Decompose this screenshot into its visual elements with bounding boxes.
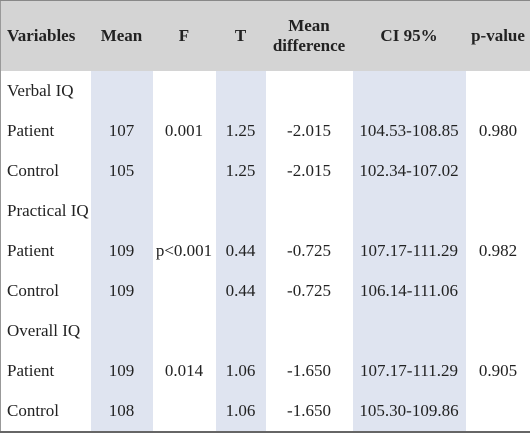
cell: -1.650 bbox=[287, 361, 331, 380]
empty-cell bbox=[266, 191, 353, 231]
empty-cell bbox=[466, 311, 530, 351]
empty-cell bbox=[466, 71, 530, 111]
cell: 1.25 bbox=[225, 161, 256, 180]
cell: -2.015 bbox=[287, 161, 331, 180]
column-header: p-value bbox=[465, 0, 530, 71]
table-body: Verbal IQ Patient 107 0.001 1.25 -2.015 104.53… bbox=[1, 71, 530, 432]
cell: 0.44 bbox=[225, 241, 256, 260]
data-row: Control 108 1.06 -1.650 105.30-109.86 bbox=[1, 391, 530, 432]
data-row: Patient 109 p<0.001 0.44 -0.725 107.17-111.29… bbox=[1, 231, 530, 271]
cell: -1.650 bbox=[287, 401, 331, 420]
cell: 109 bbox=[108, 361, 135, 380]
cell: 105.30-109.86 bbox=[359, 401, 459, 420]
empty-cell bbox=[91, 191, 153, 231]
cell: -2.015 bbox=[287, 121, 331, 140]
empty-cell bbox=[466, 151, 530, 191]
column-header: Mean difference bbox=[265, 0, 353, 71]
empty-cell bbox=[153, 191, 216, 231]
cell: 104.53-108.85 bbox=[359, 121, 459, 140]
empty-cell bbox=[353, 311, 466, 351]
empty-cell bbox=[91, 311, 153, 351]
column-header: CI 95% bbox=[352, 0, 466, 71]
data-row: Patient 109 0.014 1.06 -1.650 107.17-111.29 0.… bbox=[1, 351, 530, 391]
column-header: Mean bbox=[90, 0, 153, 71]
group-row: Overall IQ bbox=[1, 311, 530, 351]
cell: 102.34-107.02 bbox=[359, 161, 459, 180]
cell: p<0.001 bbox=[155, 241, 213, 260]
cell: -0.725 bbox=[287, 241, 331, 260]
row-label: Patient bbox=[7, 361, 55, 380]
empty-cell bbox=[153, 71, 216, 111]
cell: 0.001 bbox=[164, 121, 204, 140]
cell: 107 bbox=[108, 121, 135, 140]
empty-cell bbox=[266, 311, 353, 351]
row-label: Overall IQ bbox=[7, 321, 81, 340]
cell: 0.980 bbox=[478, 121, 518, 140]
row-label: Practical IQ bbox=[7, 201, 89, 220]
empty-cell bbox=[466, 271, 530, 311]
row-label: Patient bbox=[7, 121, 55, 140]
data-row: Patient 107 0.001 1.25 -2.015 104.53-108.85 0.… bbox=[1, 111, 530, 151]
cell: 0.44 bbox=[225, 281, 256, 300]
group-row: Verbal IQ bbox=[1, 71, 530, 111]
cell: 1.06 bbox=[225, 401, 256, 420]
cell: -0.725 bbox=[287, 281, 331, 300]
empty-cell bbox=[466, 191, 530, 231]
column-header: F bbox=[152, 0, 216, 71]
cell: 1.06 bbox=[225, 361, 256, 380]
data-row: Control 105 1.25 -2.015 102.34-107.02 bbox=[1, 151, 530, 191]
empty-cell bbox=[153, 311, 216, 351]
empty-cell bbox=[466, 391, 530, 432]
cell: 1.25 bbox=[225, 121, 256, 140]
cell: 0.014 bbox=[164, 361, 204, 380]
row-label: Control bbox=[7, 281, 59, 300]
cell: 106.14-111.06 bbox=[360, 281, 458, 300]
empty-cell bbox=[91, 71, 153, 111]
empty-cell bbox=[153, 391, 216, 432]
header-row: Variables Mean F T Mean difference CI 95% p-va… bbox=[0, 0, 530, 71]
cell: 107.17-111.29 bbox=[360, 361, 458, 380]
empty-cell bbox=[153, 271, 216, 311]
row-label: Control bbox=[7, 401, 59, 420]
row-label: Patient bbox=[7, 241, 55, 260]
cell: 105 bbox=[108, 161, 135, 180]
empty-cell bbox=[353, 71, 466, 111]
empty-cell bbox=[353, 191, 466, 231]
column-header: T bbox=[215, 0, 266, 71]
empty-cell bbox=[216, 191, 266, 231]
cell: 109 bbox=[108, 241, 135, 260]
empty-cell bbox=[216, 71, 266, 111]
row-label: Control bbox=[7, 161, 59, 180]
cell: 0.905 bbox=[478, 361, 518, 380]
cell: 107.17-111.29 bbox=[360, 241, 458, 260]
empty-cell bbox=[266, 71, 353, 111]
group-row: Practical IQ bbox=[1, 191, 530, 231]
cell: 0.982 bbox=[478, 241, 518, 260]
column-header: Variables bbox=[0, 0, 91, 71]
empty-cell bbox=[153, 151, 216, 191]
cell: 108 bbox=[108, 401, 135, 420]
data-row: Control 109 0.44 -0.725 106.14-111.06 bbox=[1, 271, 530, 311]
cell: 109 bbox=[108, 281, 135, 300]
empty-cell bbox=[216, 311, 266, 351]
row-label: Verbal IQ bbox=[7, 81, 74, 100]
